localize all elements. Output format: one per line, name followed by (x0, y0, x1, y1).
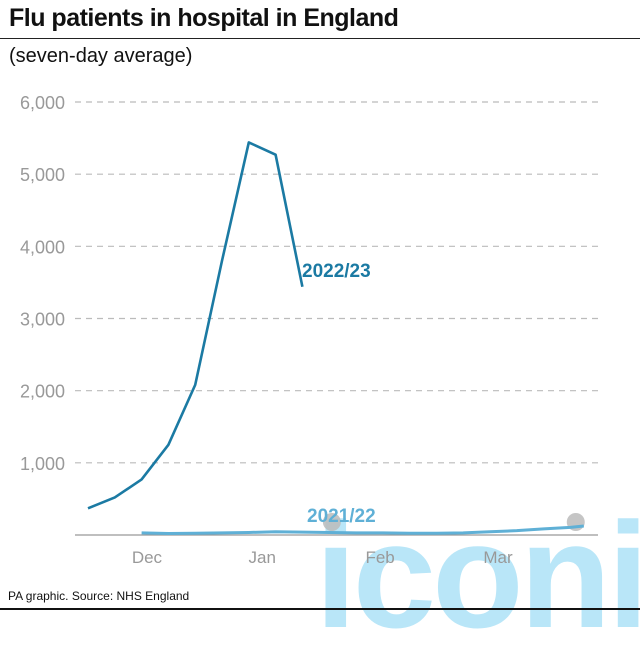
series-line-2022-23 (88, 142, 302, 508)
x-tick-label: Jan (248, 548, 275, 567)
y-tick-label: 6,000 (20, 93, 65, 113)
y-tick-label: 2,000 (20, 382, 65, 402)
source-note: PA graphic. Source: NHS England (8, 589, 189, 603)
x-tick-label: Dec (132, 548, 163, 567)
y-tick-label: 4,000 (20, 237, 65, 257)
y-tick-label: 5,000 (20, 165, 65, 185)
x-tick-label: Feb (365, 548, 394, 567)
y-tick-label: 1,000 (20, 454, 65, 474)
y-tick-label: 3,000 (20, 310, 65, 330)
series-label-2021-22: 2021/22 (307, 506, 376, 527)
x-tick-label: Mar (483, 548, 513, 567)
bottom-rule (0, 608, 640, 610)
series-label-2022-23: 2022/23 (302, 261, 371, 282)
line-chart: 1,000 2,000 3,000 4,000 5,000 6,000 Dec Jan Feb M… (0, 0, 640, 612)
series-line-2021-22 (142, 526, 584, 534)
